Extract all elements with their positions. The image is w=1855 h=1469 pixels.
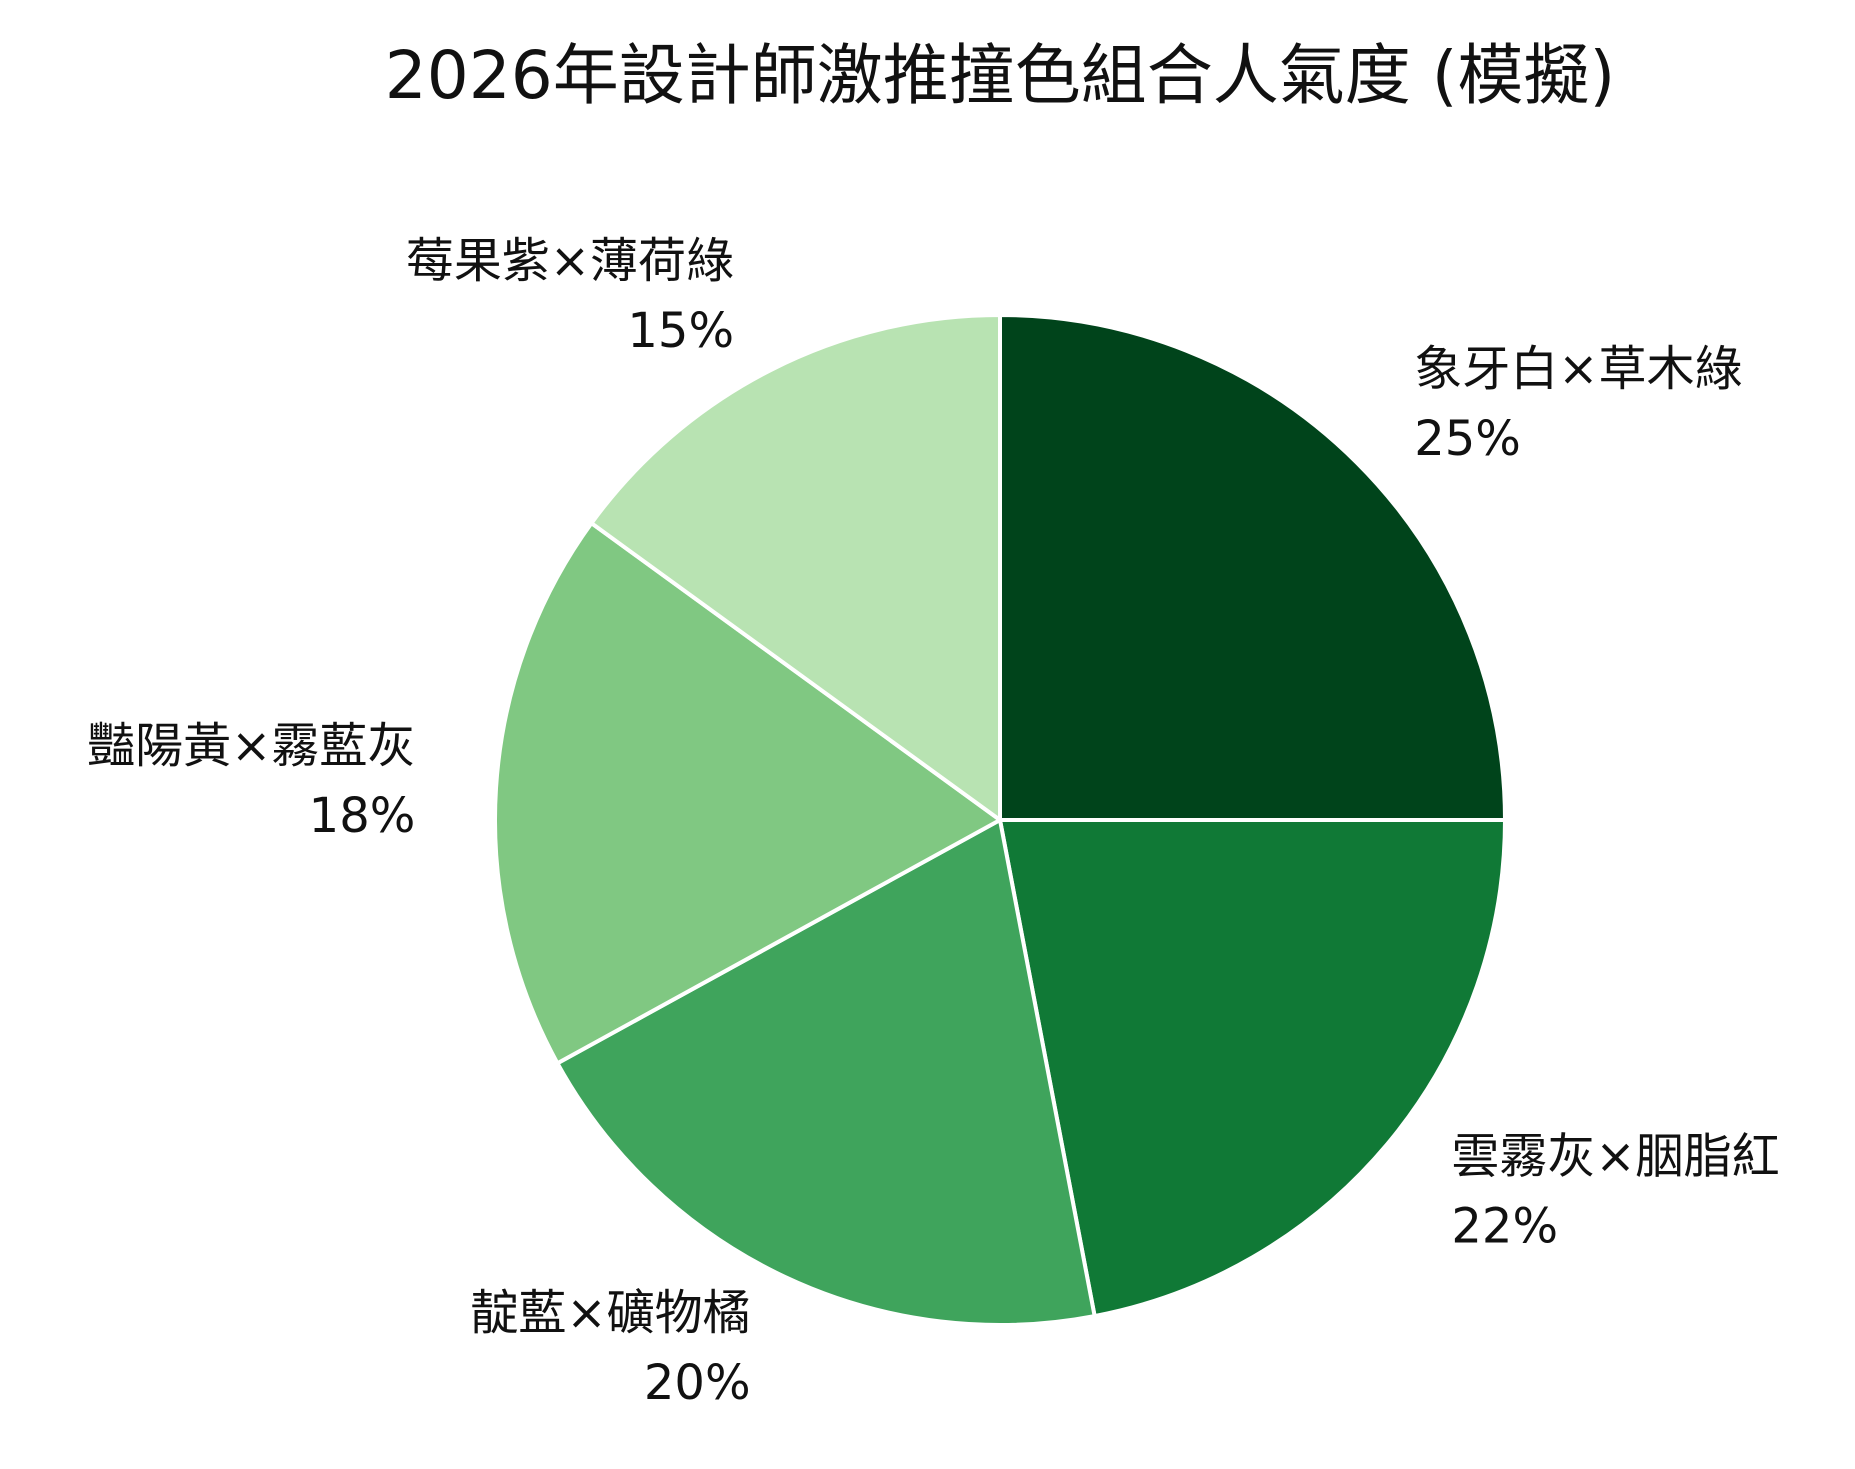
slice-label-3: 豔陽黃×霧藍灰 bbox=[87, 718, 415, 774]
slice-label-2: 靛藍×礦物橘 bbox=[470, 1285, 750, 1341]
pie-slice-1 bbox=[998, 818, 1507, 1319]
pie-slice-2 bbox=[555, 818, 1097, 1328]
slice-value-label-3: 18% bbox=[309, 788, 416, 844]
pie-labels: 象牙白×草木綠 25% 雲霧灰×胭脂紅 22% 靛藍×礦物橘 20% 豔陽黃×霧藍灰 18% 莓… bbox=[87, 233, 1779, 1411]
chart-title: 2026年設計師激推撞色組合人氣度 (模擬) bbox=[385, 37, 1615, 114]
pie-slice-4 bbox=[589, 313, 1002, 822]
slice-value-label-4: 15% bbox=[627, 303, 734, 359]
slice-value-label-2: 20% bbox=[644, 1355, 751, 1411]
slice-label-4: 莓果紫×薄荷綠 bbox=[406, 233, 734, 289]
pie-slices bbox=[493, 313, 1507, 1328]
slice-label-1: 雲霧灰×胭脂紅 bbox=[1451, 1128, 1779, 1184]
slice-value-label-0: 25% bbox=[1414, 411, 1521, 467]
slice-label-0: 象牙白×草木綠 bbox=[1414, 341, 1742, 397]
pie-slice-0 bbox=[998, 313, 1507, 822]
pie-slice-3 bbox=[493, 521, 1002, 1066]
slice-value-label-1: 22% bbox=[1451, 1198, 1558, 1254]
